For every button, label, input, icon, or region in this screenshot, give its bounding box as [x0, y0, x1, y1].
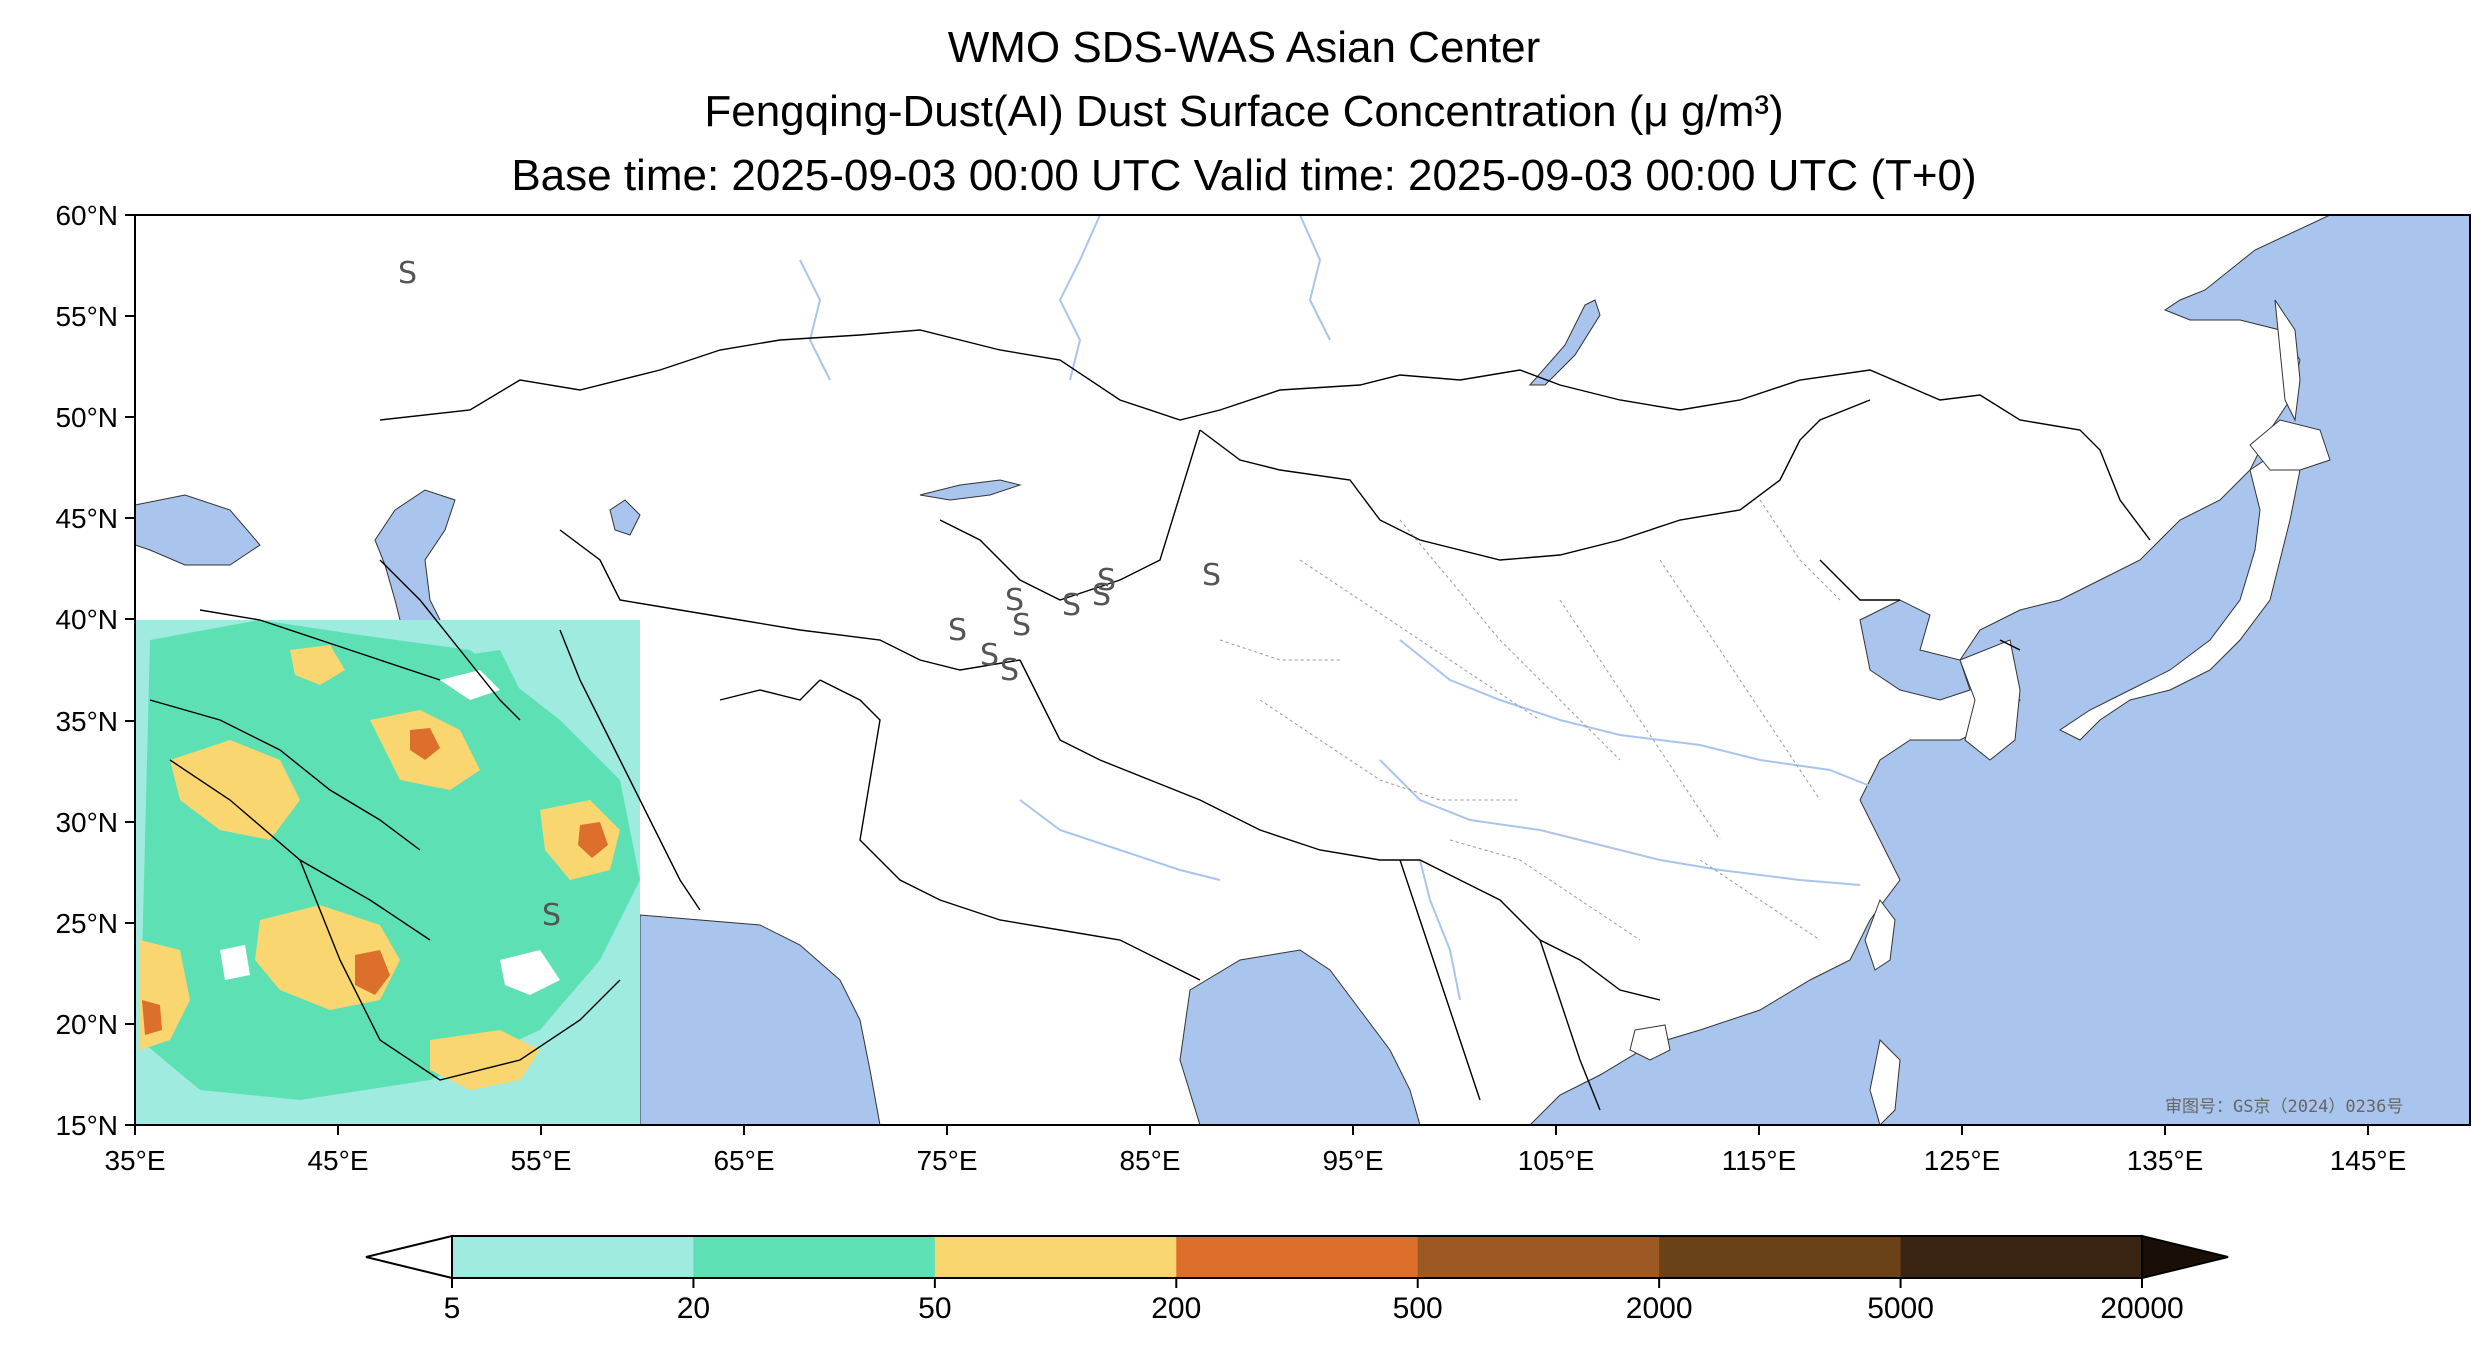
colorbar-level-label: 2000 [1626, 1292, 1693, 1325]
colorbar: 5 20 50 200 500 2000 5000 20000 [365, 1234, 2229, 1325]
svg-text:S: S [980, 638, 999, 673]
svg-text:S: S [1062, 588, 1081, 623]
lat-tick-label: 20°N [55, 1009, 118, 1040]
lon-tick-marks [134, 1125, 2369, 1135]
province-borders [1219, 499, 1841, 941]
lat-tick-marks [125, 214, 135, 1126]
colorbar-segment [693, 1236, 936, 1278]
svg-text:S: S [1012, 608, 1031, 643]
lon-tick-label: 45°E [307, 1145, 368, 1176]
colorbar-segment [452, 1236, 694, 1278]
map-title: WMO SDS-WAS Asian Center [947, 23, 1541, 72]
lon-tick-label: 95°E [1322, 1145, 1383, 1176]
colorbar-level-label: 500 [1393, 1292, 1443, 1325]
lon-tick-label: 75°E [916, 1145, 977, 1176]
lon-tick-label: 145°E [2330, 1145, 2407, 1176]
lon-tick-label: 35°E [104, 1145, 165, 1176]
svg-text:S: S [1092, 578, 1111, 613]
colorbar-level-label: 20000 [2100, 1292, 2183, 1325]
lat-tick-label: 25°N [55, 908, 118, 939]
colorbar-level-label: 200 [1151, 1292, 1201, 1325]
lon-tick-label: 125°E [1924, 1145, 2001, 1176]
map-frame [134, 214, 2471, 1126]
lon-tick-labels: 35°E 45°E 55°E 65°E 75°E 85°E 95°E 105°E… [104, 1145, 2406, 1176]
lat-tick-label: 50°N [55, 402, 118, 433]
lat-tick-label: 55°N [55, 301, 118, 332]
svg-text:S: S [542, 898, 561, 933]
colorbar-segments [452, 1236, 2143, 1278]
colorbar-level-label: 50 [918, 1292, 951, 1325]
map-layers: SS S SSS SS S SS 审图号：GS京（2024）0236号 [135, 215, 2470, 1125]
colorbar-segment [1176, 1236, 1419, 1278]
svg-text:S: S [398, 256, 417, 291]
lon-tick-label: 115°E [1722, 1145, 1797, 1176]
lon-tick-label: 135°E [2127, 1145, 2204, 1176]
lat-tick-label: 35°N [55, 706, 118, 737]
colorbar-segment [1659, 1236, 1902, 1278]
island-layer [1629, 299, 2331, 1125]
colorbar-min-arrow [365, 1234, 453, 1280]
svg-text:S: S [1202, 558, 1221, 593]
colorbar-level-label: 20 [677, 1292, 710, 1325]
map-time-info: Base time: 2025-09-03 00:00 UTC Valid ti… [511, 151, 1977, 200]
colorbar-level-label: 5 [444, 1292, 461, 1325]
lat-tick-label: 30°N [55, 807, 118, 838]
svg-text:S: S [1000, 653, 1019, 688]
dust-field [135, 620, 640, 1125]
lon-tick-label: 55°E [510, 1145, 571, 1176]
colorbar-max-arrow [2141, 1234, 2229, 1280]
colorbar-frame [451, 1235, 2143, 1279]
colorbar-segment [934, 1236, 1177, 1278]
lon-tick-label: 85°E [1119, 1145, 1180, 1176]
lon-tick-label: 105°E [1518, 1145, 1595, 1176]
river-layer [799, 215, 1881, 1001]
approval-watermark: 审图号：GS京（2024）0236号 [2165, 1097, 2403, 1117]
lat-tick-label: 45°N [55, 503, 118, 534]
colorbar-segment [1417, 1236, 1660, 1278]
colorbar-labels: 5 20 50 200 500 2000 5000 20000 [444, 1278, 2184, 1325]
colorbar-segment [1900, 1236, 2143, 1278]
lat-tick-labels: 60°N 55°N 50°N 45°N 40°N 35°N 30°N 25°N … [55, 200, 118, 1141]
colorbar-level-label: 5000 [1867, 1292, 1934, 1325]
svg-text:S: S [1097, 563, 1116, 598]
svg-text:S: S [948, 613, 967, 648]
map-subtitle: Fengqing-Dust(AI) Dust Surface Concentra… [704, 87, 1784, 136]
lon-tick-label: 65°E [713, 1145, 774, 1176]
lat-tick-label: 15°N [55, 1110, 118, 1141]
lat-tick-label: 60°N [55, 200, 118, 231]
country-borders [149, 329, 2151, 1111]
svg-text:S: S [1005, 583, 1024, 618]
dust-station-markers: SS S SSS SS S SS [398, 256, 1221, 933]
lat-tick-label: 40°N [55, 604, 118, 635]
